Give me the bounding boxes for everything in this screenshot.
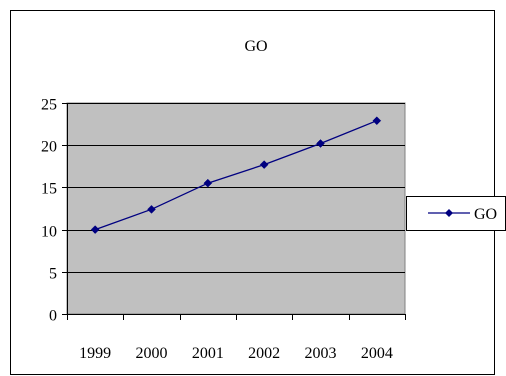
legend-marker-go [445, 209, 453, 217]
axes [62, 103, 406, 320]
x-tick-label-2004: 2004 [361, 345, 393, 362]
chart-title: GO [244, 38, 267, 55]
x-tick-label-1999: 1999 [79, 345, 111, 362]
x-tick-label-2003: 2003 [305, 345, 337, 362]
x-tick-labels: 1999 2000 2001 2002 2003 2004 [79, 345, 393, 362]
legend: GO [406, 196, 506, 231]
y-tick-label: 25 [41, 97, 57, 114]
y-tick-label: 20 [41, 139, 57, 156]
legend-label-go: GO [474, 206, 497, 223]
y-tick-label: 10 [41, 224, 57, 241]
data-point [259, 160, 269, 169]
y-tick-label: 5 [49, 266, 57, 283]
data-point [316, 139, 325, 148]
grid-lines [67, 103, 405, 273]
data-point [90, 225, 100, 234]
x-tick-label-2002: 2002 [248, 345, 280, 362]
data-point [372, 116, 382, 126]
x-tick-label-2001: 2001 [192, 345, 224, 362]
data-point [203, 178, 213, 188]
data-point [147, 204, 156, 214]
y-tick-label: 15 [41, 181, 57, 198]
series-line-go [94, 120, 378, 231]
y-tick-label: 0 [49, 308, 57, 325]
plot-area [66, 102, 406, 315]
x-tick-label-2000: 2000 [136, 345, 168, 362]
y-tick-labels: 0 5 10 15 20 25 [41, 97, 57, 325]
series-layer [90, 116, 382, 234]
